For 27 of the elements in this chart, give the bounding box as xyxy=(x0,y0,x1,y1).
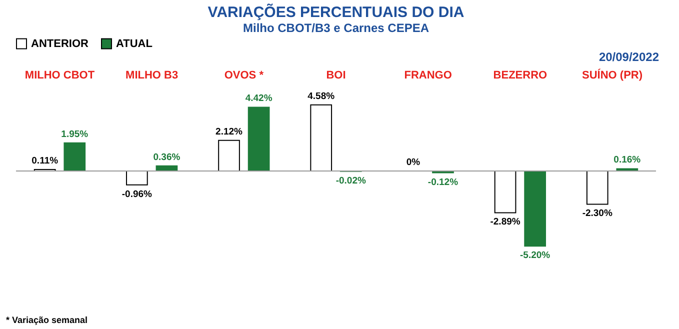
data-label: 0.36% xyxy=(153,152,181,163)
chart-title: VARIAÇÕES PERCENTUAIS DO DIA xyxy=(208,3,464,21)
legend-label: ATUAL xyxy=(116,38,153,50)
data-label: 0% xyxy=(406,157,421,168)
x-tick-label: OVOS * xyxy=(224,70,264,82)
data-label: 0.11% xyxy=(32,155,59,166)
data-label: -2.30% xyxy=(582,208,613,220)
x-tick-label: MILHO B3 xyxy=(126,70,178,82)
data-label: 0.16% xyxy=(614,154,642,166)
text: 20/09/2022 xyxy=(598,50,659,64)
data-label: 2.12% xyxy=(216,126,244,138)
legend-label: ANTERIOR xyxy=(31,38,88,50)
data-label: -0.12% xyxy=(428,176,459,188)
data-label: 4.42% xyxy=(245,93,273,104)
x-tick-label: FRANGO xyxy=(404,70,452,82)
x-tick-label: MILHO CBOT xyxy=(24,70,95,82)
data-label: 1.95% xyxy=(61,128,89,140)
data-label: 4.58% xyxy=(308,90,336,102)
x-tick-label: BEZERRO xyxy=(493,70,548,82)
x-tick-label: BOI xyxy=(326,70,346,82)
data-label: -5.20% xyxy=(520,250,551,262)
data-label: -0.02% xyxy=(336,175,366,186)
x-tick-label: SUÍNO (PR) xyxy=(582,68,643,82)
data-label: -2.89% xyxy=(490,216,521,228)
chart-subtitle: Milho CBOT/B3 e Carnes CEPEA xyxy=(242,21,430,35)
data-label: -0.96% xyxy=(122,188,153,200)
text: * Variação semanal xyxy=(6,315,88,325)
